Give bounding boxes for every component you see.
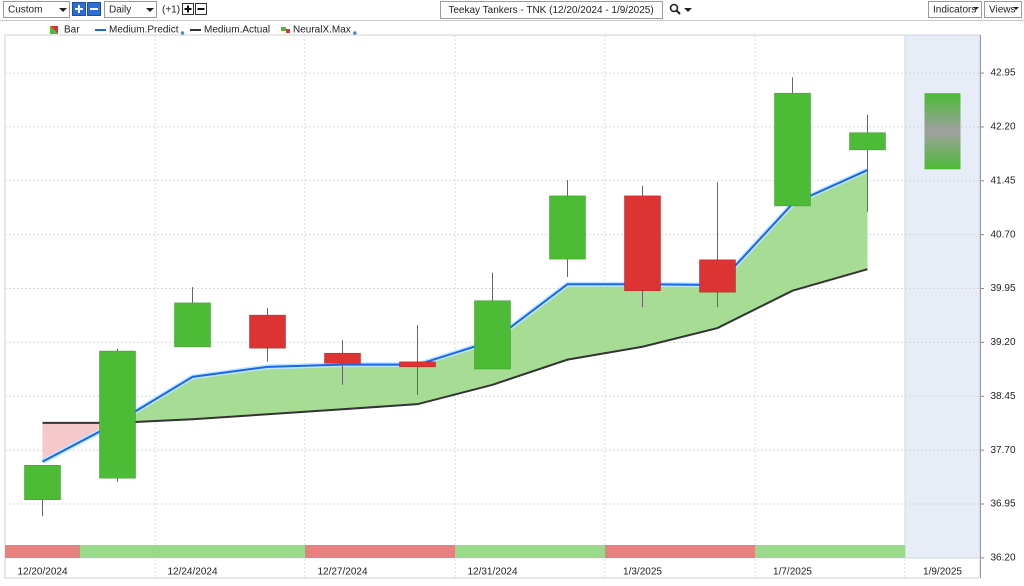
legend-icon: [281, 27, 286, 31]
spread-fill: [717, 203, 793, 329]
y-tick-label: 42.20: [990, 122, 1015, 133]
candle-body: [624, 195, 661, 291]
period-text: Custom: [8, 5, 42, 16]
spread-fill: [792, 170, 868, 291]
x-tick-label: 1/7/2025: [773, 567, 812, 578]
zoom-in-button[interactable]: [72, 2, 86, 16]
candle-body: [849, 132, 886, 151]
legend-label: Bar: [64, 25, 80, 36]
y-tick-label: 36.95: [990, 499, 1015, 510]
spread-fill: [267, 364, 343, 415]
zoom-out-button[interactable]: [87, 2, 101, 16]
candle-body: [549, 195, 586, 260]
search-button[interactable]: [669, 3, 693, 15]
signal-strip: [755, 545, 830, 558]
legend-label: Medium.Actual: [204, 25, 270, 36]
candle-body: [399, 361, 436, 368]
spread-fill: [192, 366, 268, 420]
spread-fill: [492, 284, 568, 385]
symbol-input[interactable]: Teekay Tankers - TNK (12/20/2024 - 1/9/2…: [440, 1, 663, 19]
interval-select[interactable]: Daily: [104, 1, 157, 18]
candle-body: [474, 300, 511, 370]
plot-area: 36.20 36.95 37.70 38.45 39.20 39.95 40.70 41.45…: [4, 25, 1016, 579]
candle-body: [324, 352, 361, 364]
legend-icon: [286, 29, 290, 33]
signal-strip: [305, 545, 380, 558]
candle-body: [774, 92, 811, 207]
y-tick-label: 36.20: [990, 553, 1015, 564]
signal-strip: [455, 545, 530, 558]
y-tick-label: 42.95: [990, 68, 1015, 79]
signal-strip: [80, 545, 155, 558]
candle-body: [99, 350, 136, 479]
legend-label: Medium.Predict: [109, 25, 179, 36]
series-line: [42, 268, 868, 424]
candle-body: [24, 464, 61, 500]
spread-fill: [642, 284, 718, 347]
y-tick-label: 41.45: [990, 175, 1015, 186]
x-tick-label: 1/3/2025: [623, 567, 662, 578]
signal-strip: [530, 545, 605, 558]
legend-icon: [50, 26, 58, 34]
x-tick-label: 12/27/2024: [317, 567, 367, 578]
y-tick-label: 39.20: [990, 337, 1015, 348]
y-tick-label: 39.95: [990, 283, 1015, 294]
y-tick-label: 40.70: [990, 229, 1015, 240]
signal-strip: [830, 545, 905, 558]
spread-fill: [567, 284, 643, 360]
legend-label: NeuralX.Max: [293, 25, 351, 36]
x-tick-label: 1/9/2025: [923, 567, 962, 578]
offset-minus-button[interactable]: [195, 3, 207, 15]
signal-strip: [605, 545, 680, 558]
views-button[interactable]: Views: [984, 1, 1022, 18]
interval-text: Daily: [109, 5, 131, 16]
indicators-button[interactable]: Indicators: [928, 1, 982, 18]
candle-body: [174, 302, 211, 347]
signal-strip: [680, 545, 755, 558]
signal-strip: [380, 545, 455, 558]
legend: Bar Medium.Predict Medium.Actual NeuralX.Ma…: [50, 25, 357, 36]
spread-fill: [342, 364, 418, 410]
signal-strip: [155, 545, 230, 558]
period-select[interactable]: Custom: [3, 1, 70, 18]
spread-fill: [417, 340, 493, 405]
offset-text: (+1): [162, 5, 180, 16]
y-tick-label: 38.45: [990, 391, 1015, 402]
indicators-text: Indicators: [933, 5, 976, 16]
candle-body: [699, 259, 736, 293]
legend-dot: [353, 31, 357, 35]
signal-strip: [230, 545, 305, 558]
candle-body: [249, 314, 286, 349]
x-tick-label: 12/31/2024: [467, 567, 517, 578]
views-text: Views: [989, 5, 1016, 16]
x-tick-label: 12/20/2024: [17, 567, 67, 578]
x-tick-label: 12/24/2024: [167, 567, 217, 578]
offset-plus-button[interactable]: [182, 3, 194, 15]
forecast-box: [924, 93, 961, 170]
chart-title: Teekay Tankers - TNK (12/20/2024 - 1/9/2…: [448, 5, 653, 16]
y-tick-label: 37.70: [990, 445, 1015, 456]
legend-dot: [180, 31, 185, 35]
signal-strip: [5, 545, 80, 558]
